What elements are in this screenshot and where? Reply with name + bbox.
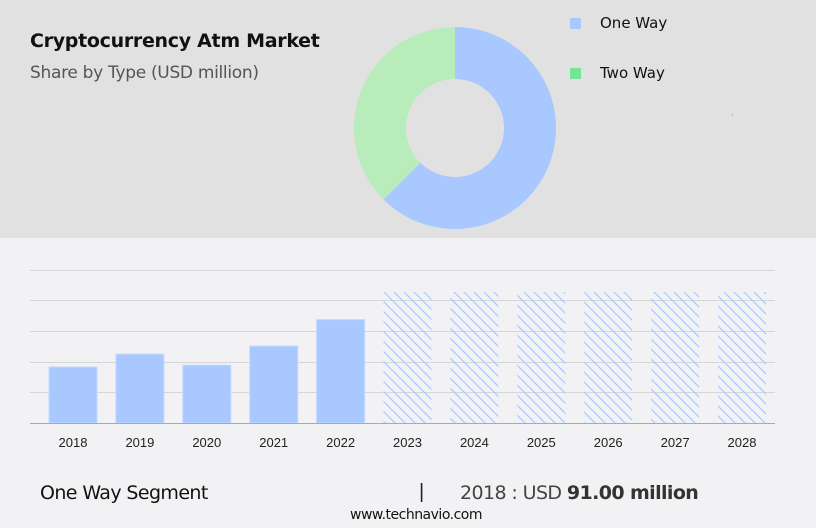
x-tick-label: 2020	[192, 435, 221, 450]
share-by-type-panel: Cryptocurrency Atm Market Share by Type …	[0, 0, 816, 238]
separator: |	[419, 481, 425, 503]
x-tick-label: 2027	[661, 435, 690, 450]
bar-2024[interactable]	[450, 292, 499, 423]
bar-2018[interactable]	[48, 366, 98, 424]
x-tick-label: 2026	[594, 435, 623, 450]
bar-2027[interactable]	[651, 292, 700, 423]
segment-label: One Way Segment	[40, 482, 208, 504]
bar-2021[interactable]	[249, 345, 299, 424]
segment-value: 2018 : USD 91.00 million	[460, 482, 699, 504]
donut-slice-two-way[interactable]	[353, 27, 455, 200]
bar-2022[interactable]	[316, 319, 366, 424]
x-tick-label: 2021	[259, 435, 288, 450]
chart-subtitle: Share by Type (USD million)	[30, 63, 259, 83]
bar-2025[interactable]	[517, 292, 566, 423]
legend-swatch-icon	[570, 17, 581, 29]
bar-chart: 2018 2019 2020 2021 2022 2023 2024 2025 2026 2027…	[30, 270, 775, 450]
x-tick-label: 2025	[527, 435, 556, 450]
x-tick-label: 2023	[393, 435, 422, 450]
legend-label: One Way	[600, 14, 668, 32]
bar-2019[interactable]	[115, 353, 165, 424]
value-amount: 91.00 million	[566, 482, 699, 504]
legend-item-two-way[interactable]: Two Way	[570, 64, 665, 82]
bar-2023[interactable]	[383, 292, 432, 423]
legend-item-one-way[interactable]: One Way	[570, 14, 667, 32]
x-tick-label: 2024	[460, 435, 489, 450]
bar-2020[interactable]	[182, 364, 232, 424]
donut-chart	[353, 27, 556, 229]
bar-2026[interactable]	[584, 292, 633, 423]
x-tick-label: 2018	[59, 435, 88, 450]
legend-label: Two Way	[600, 64, 665, 82]
x-tick-label: 2019	[125, 435, 154, 450]
source-url[interactable]: www.technavio.com	[350, 507, 483, 523]
chart-title: Cryptocurrency Atm Market	[30, 30, 320, 52]
decorative-mark	[732, 114, 733, 116]
x-tick-label: 2022	[326, 435, 355, 450]
x-tick-label: 2028	[728, 435, 757, 450]
donut-slice-one-way[interactable]	[383, 27, 556, 229]
value-prefix: 2018 : USD	[460, 482, 567, 504]
legend-swatch-icon	[570, 67, 581, 79]
bar-2028[interactable]	[718, 292, 766, 423]
